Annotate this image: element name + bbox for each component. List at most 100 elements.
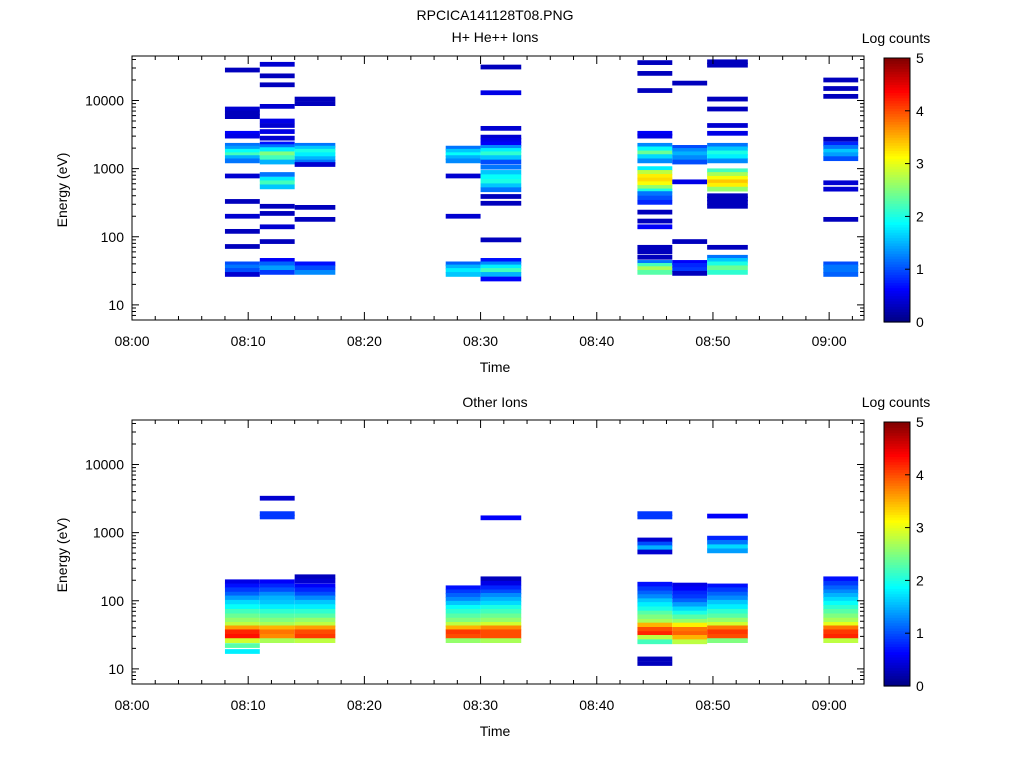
colorbar-segment xyxy=(884,184,910,188)
colorbar-segment xyxy=(884,113,910,117)
heatmap-cell xyxy=(637,195,673,201)
colorbar-tick-label: 4 xyxy=(916,467,924,483)
x-tick-label: 08:50 xyxy=(695,697,730,713)
colorbar-segment xyxy=(884,656,910,661)
colorbar-segment xyxy=(884,617,910,621)
heatmap-cell xyxy=(224,155,260,161)
colorbar-segment xyxy=(884,538,910,542)
heatmap-cell xyxy=(294,622,336,627)
heatmap-cell xyxy=(707,182,748,188)
heatmap-cell xyxy=(445,629,481,635)
heatmap-cell xyxy=(637,170,673,175)
colorbar-label: Log counts xyxy=(862,30,931,46)
colorbar-segment xyxy=(884,174,910,178)
colorbar-segment xyxy=(884,190,910,194)
x-tick-label: 08:40 xyxy=(579,697,614,713)
colorbar-segment xyxy=(884,535,910,539)
colorbar-segment xyxy=(884,440,910,444)
colorbar-frame xyxy=(883,421,911,687)
colorbar-segment xyxy=(884,501,910,505)
colorbar-tick-label: 4 xyxy=(916,103,924,119)
x-tick-label: 08:20 xyxy=(347,697,382,713)
colorbar-segment xyxy=(884,445,910,449)
colorbar-segment xyxy=(884,145,910,149)
y-axis-label: Energy (eV) xyxy=(54,153,70,228)
heatmap-cell xyxy=(224,599,260,605)
heatmap-cell xyxy=(445,592,481,598)
colorbar-segment xyxy=(884,437,910,442)
heatmap-cell xyxy=(445,589,481,595)
heatmap-cell xyxy=(823,264,859,270)
colorbar-segment xyxy=(884,94,910,99)
colorbar-segment xyxy=(884,163,910,167)
colorbar-segment xyxy=(884,150,910,154)
heatmap-cell xyxy=(259,599,295,605)
heatmap-cell xyxy=(480,155,522,161)
heatmap-cell xyxy=(294,625,336,631)
heatmap-cell xyxy=(823,180,859,186)
heatmap-cell xyxy=(672,159,708,165)
heatmap-cell xyxy=(637,270,673,275)
colorbar-segment xyxy=(884,100,910,104)
heatmap-cell xyxy=(707,513,748,519)
y-tick-label: 10 xyxy=(108,297,124,313)
heatmap-cell xyxy=(823,93,859,99)
heatmap-cell xyxy=(224,583,260,589)
colorbar-segment xyxy=(884,559,910,563)
colorbar-segment xyxy=(884,187,910,191)
colorbar-segment xyxy=(884,105,910,109)
x-tick-label: 08:30 xyxy=(463,697,498,713)
colorbar-segment xyxy=(884,675,910,679)
y-tick-label: 10000 xyxy=(85,457,124,473)
colorbar-segment xyxy=(884,208,910,212)
colorbar-segment xyxy=(884,456,910,460)
heatmap-cell xyxy=(294,599,336,605)
heatmap-cell xyxy=(445,600,481,606)
colorbar-segment xyxy=(884,182,910,186)
colorbar-segment xyxy=(884,466,910,471)
heatmap-cell xyxy=(480,592,522,598)
heatmap-cell xyxy=(224,649,260,654)
colorbar-segment xyxy=(884,60,910,64)
colorbar-segment xyxy=(884,469,910,473)
heatmap-cell xyxy=(637,130,673,136)
heatmap-cell xyxy=(445,152,481,158)
colorbar-tick-label: 0 xyxy=(916,314,924,330)
heatmap-cell xyxy=(637,88,673,93)
heatmap-cell xyxy=(224,591,260,597)
heatmap-cell xyxy=(707,587,748,593)
heatmap-cell xyxy=(294,638,336,643)
colorbar-segment xyxy=(884,472,910,476)
heatmap-cell xyxy=(259,591,295,597)
colorbar-segment xyxy=(884,314,910,318)
heatmap-cell xyxy=(707,622,748,627)
heatmap-cell xyxy=(637,181,673,187)
heatmap-cell xyxy=(224,608,260,614)
colorbar-segment xyxy=(884,279,910,283)
heatmap-cell xyxy=(672,260,708,265)
colorbar-segment xyxy=(884,200,910,204)
colorbar-segment xyxy=(884,498,910,502)
colorbar-segment xyxy=(884,129,910,133)
heatmap-cell xyxy=(480,187,522,193)
heatmap-cell xyxy=(637,191,673,196)
heatmap-cell xyxy=(259,622,295,627)
heatmap-cell xyxy=(259,629,295,635)
colorbar-segment xyxy=(884,509,910,513)
heatmap-cell xyxy=(294,617,336,623)
heatmap-cell xyxy=(224,130,260,136)
colorbar-segment xyxy=(884,250,910,254)
heatmap-cell xyxy=(445,608,481,614)
x-tick-label: 08:50 xyxy=(695,333,730,349)
heatmap-cell xyxy=(224,244,260,249)
heatmap-cell xyxy=(259,176,295,182)
colorbar-segment xyxy=(884,153,910,157)
heatmap-cell xyxy=(637,158,673,164)
heatmap-cell xyxy=(224,613,260,619)
heatmap-cell xyxy=(823,604,859,610)
colorbar-segment xyxy=(884,627,910,632)
colorbar-tick-label: 3 xyxy=(916,520,924,536)
heatmap-cell xyxy=(707,613,748,619)
heatmap-cell xyxy=(707,175,748,181)
colorbar-segment xyxy=(884,577,910,581)
